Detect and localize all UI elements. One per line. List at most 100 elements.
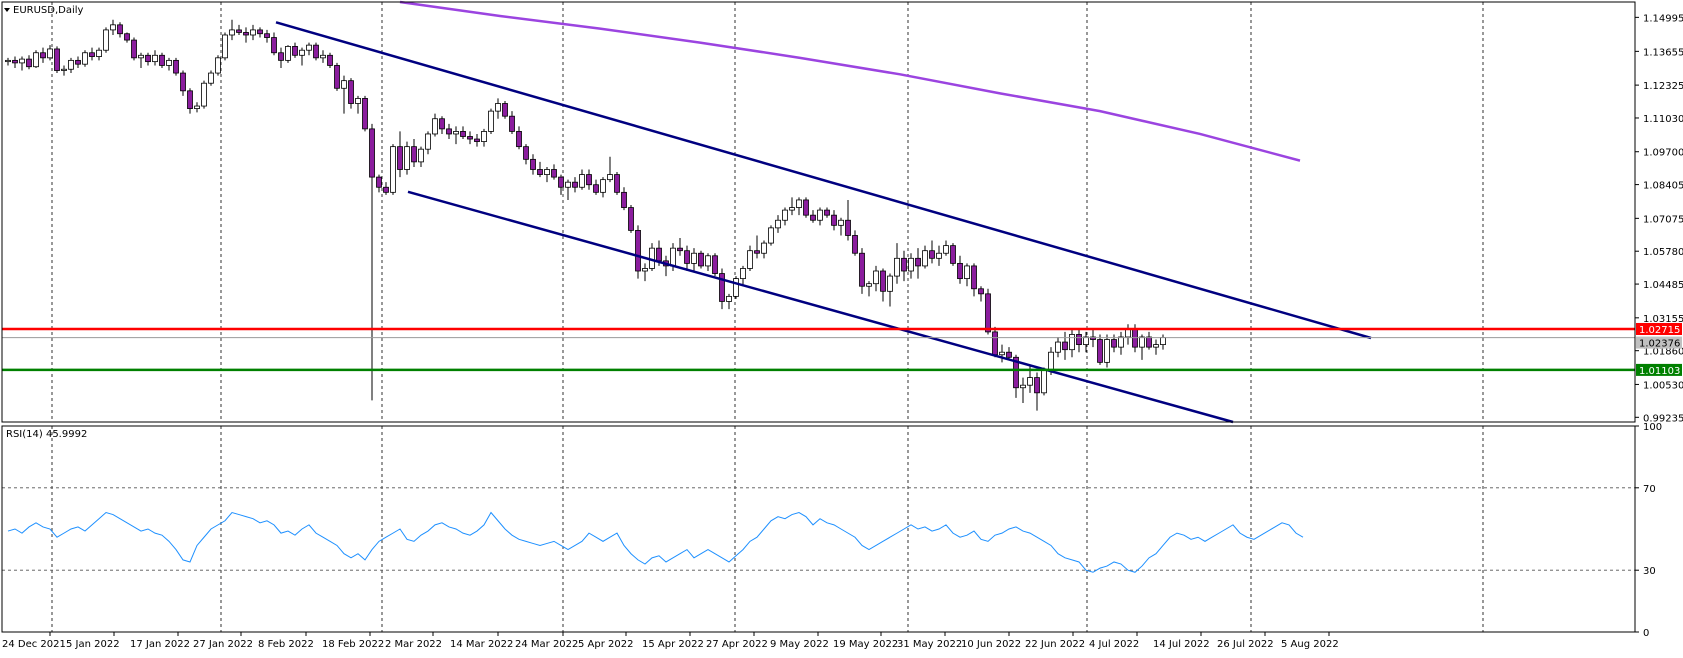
candle-body-bull	[740, 268, 746, 280]
candle	[355, 95, 361, 114]
candle	[544, 166, 550, 183]
candle	[215, 55, 221, 76]
candle	[971, 263, 977, 297]
candle	[362, 95, 368, 132]
candle	[852, 230, 858, 256]
candle	[1020, 377, 1026, 403]
date-label: 26 Jul 2022	[1217, 639, 1274, 650]
candle-body-bear	[1076, 334, 1082, 345]
candle	[432, 113, 438, 137]
candle-body-bear	[257, 29, 263, 35]
channel-upper-line	[275, 21, 1372, 340]
candle-body-bear	[89, 52, 95, 57]
candle	[390, 144, 396, 195]
candle	[201, 80, 207, 109]
candle	[810, 210, 816, 223]
candle	[726, 293, 732, 310]
date-label: 31 May 2022	[897, 639, 962, 650]
candle	[460, 126, 466, 140]
candle-body-bull	[1020, 384, 1026, 389]
candle	[208, 70, 214, 86]
candle-body-bear	[614, 174, 620, 193]
candle	[250, 24, 256, 41]
candle-body-bear	[677, 247, 683, 252]
dropdown-triangle-icon[interactable]	[4, 8, 10, 12]
candle-body-bear	[159, 54, 165, 66]
candle	[278, 47, 284, 68]
price-tick-label: 1.09700	[1643, 148, 1683, 159]
candle	[446, 123, 452, 140]
price-tick-label: 1.05780	[1643, 247, 1683, 258]
candle	[789, 197, 795, 216]
candle	[145, 52, 151, 66]
candle-body-bear	[75, 59, 81, 65]
date-label: 22 Jun 2022	[1025, 639, 1085, 650]
candle-body-bull	[320, 54, 326, 59]
candle-body-bull	[215, 57, 221, 74]
candles-layer	[5, 19, 1166, 411]
candle-body-bear	[1013, 356, 1019, 389]
candle-body-bull	[306, 44, 312, 51]
support-price-box	[1636, 363, 1682, 376]
candle-body-bull	[1160, 337, 1166, 345]
candle-body-bull	[922, 250, 928, 267]
candle-body-bull	[481, 131, 487, 142]
rsi-tick-label: 30	[1643, 566, 1656, 577]
candle-body-bear	[278, 52, 284, 61]
candle-body-bear	[383, 186, 389, 193]
candle	[719, 268, 725, 310]
rsi-tick-label: 70	[1643, 484, 1656, 495]
candle	[1090, 329, 1096, 348]
candle	[341, 75, 347, 114]
date-label: 19 May 2022	[833, 639, 898, 650]
candle	[376, 174, 382, 193]
candle-body-bull	[390, 146, 396, 193]
candle	[880, 268, 886, 302]
candle	[1076, 329, 1082, 353]
candle-body-bull	[341, 80, 347, 89]
candle	[740, 265, 746, 287]
candle	[439, 116, 445, 134]
candle-body-bear	[313, 44, 319, 59]
date-label: 10 Jun 2022	[961, 639, 1021, 650]
candle	[194, 102, 200, 113]
chart-title: EURUSD,Daily	[13, 5, 84, 16]
rsi-layer: RSI(14) 45.9992	[2, 429, 1635, 573]
date-label: 2 Mar 2022	[385, 639, 442, 650]
candle-body-bull	[432, 118, 438, 135]
candle	[299, 47, 305, 66]
candle-body-bear	[978, 288, 984, 295]
candle-body-bull	[96, 49, 102, 57]
candle	[1083, 331, 1089, 353]
candle	[418, 146, 424, 167]
candle-body-bear	[929, 250, 935, 259]
candle-body-bear	[523, 146, 529, 160]
candle-body-bull	[691, 252, 697, 264]
candle	[747, 245, 753, 272]
candle-body-bear	[376, 176, 382, 188]
candle-body-bull	[166, 59, 172, 66]
candle	[306, 42, 312, 56]
candle-body-bear	[1062, 341, 1068, 351]
candle-body-bear	[124, 33, 130, 41]
candle-body-bear	[369, 128, 375, 178]
candle-body-bear	[1132, 328, 1138, 348]
date-label: 14 Jul 2022	[1153, 639, 1210, 650]
candle	[908, 253, 914, 279]
candle	[894, 243, 900, 284]
candle	[845, 199, 851, 241]
candle	[502, 100, 508, 119]
date-label: 24 Dec 2021	[2, 639, 66, 650]
price-tick-label: 1.03155	[1643, 314, 1683, 325]
candle	[614, 172, 620, 195]
candle-body-bear	[530, 158, 536, 170]
candle	[901, 250, 907, 282]
candle-body-bear	[915, 257, 921, 267]
candle	[684, 245, 690, 272]
candle	[985, 288, 991, 335]
resistance-price-box	[1636, 322, 1682, 335]
candle-body-bear	[348, 80, 354, 104]
price-tick-label: 1.07075	[1643, 214, 1683, 225]
candle	[222, 32, 228, 61]
